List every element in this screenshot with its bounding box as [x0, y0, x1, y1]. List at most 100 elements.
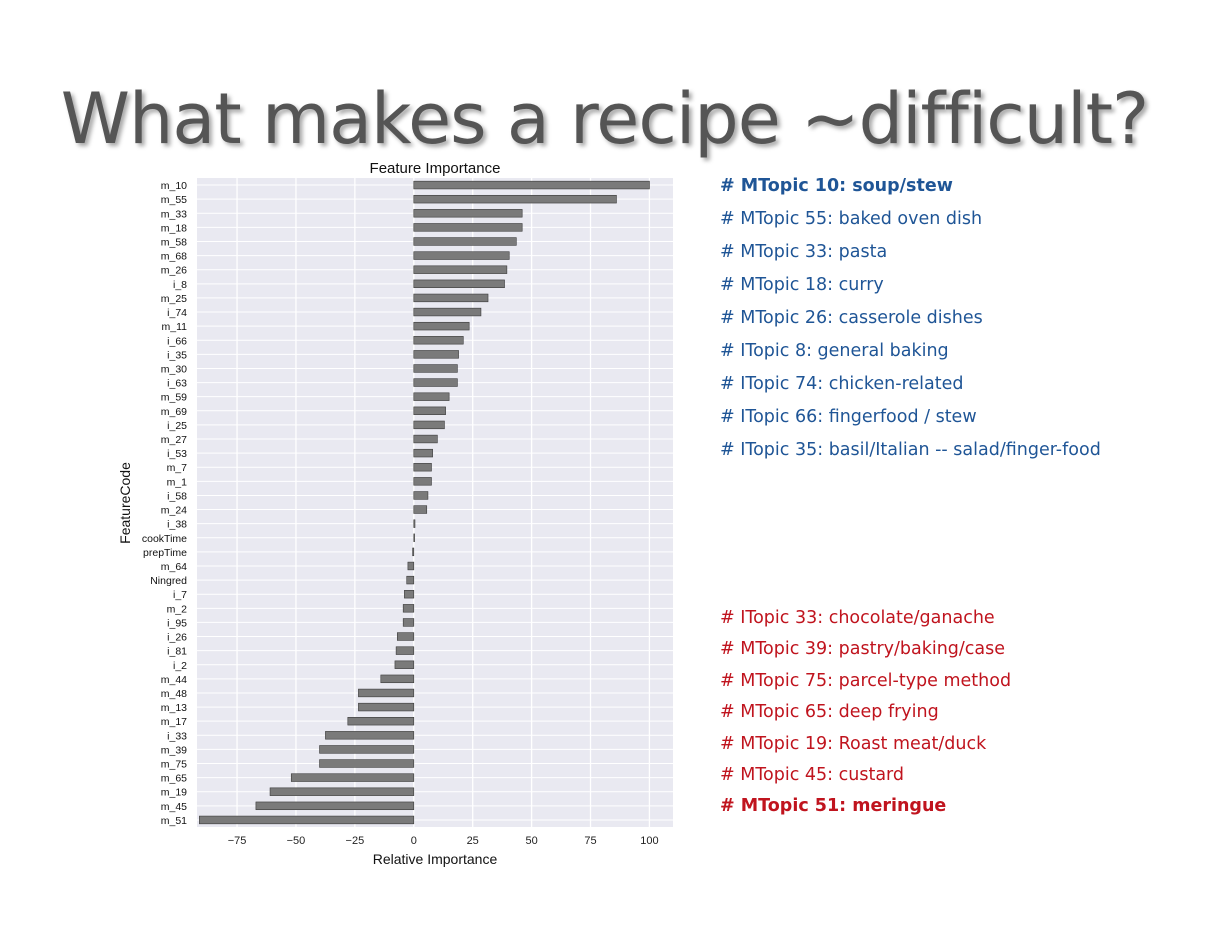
- bar-i_63: [413, 378, 458, 387]
- y-tick-label: m_13: [161, 702, 187, 714]
- bar-m_44: [380, 674, 415, 684]
- plot-background: [197, 178, 673, 827]
- topic-item: # MTopic 65: deep frying: [720, 702, 939, 723]
- topic-item: # ITopic 35: basil/Italian -- salad/fing…: [720, 440, 1101, 460]
- y-tick-label: m_65: [161, 773, 187, 785]
- feature-importance-chart: m_10m_55m_33m_18m_58m_68m_26i_8m_25i_74m…: [117, 160, 673, 867]
- bar-i_25: [413, 420, 445, 430]
- bar-i_81: [395, 646, 415, 655]
- x-axis-label: Relative Importance: [373, 851, 498, 867]
- chart-title: Feature Importance: [370, 160, 501, 177]
- bar-i_33: [325, 731, 415, 740]
- bar-i_95: [402, 618, 415, 627]
- y-tick-label: cookTime: [142, 533, 187, 545]
- y-tick-label: m_24: [161, 505, 187, 517]
- y-tick-label: m_10: [161, 180, 187, 192]
- topic-item: # MTopic 10: soup/stew: [720, 176, 953, 196]
- bar-i_2: [394, 660, 415, 669]
- bar-i_8: [413, 279, 505, 288]
- bar-m_45: [255, 801, 415, 811]
- y-tick-label: m_11: [162, 321, 188, 333]
- bar-m_65: [290, 773, 415, 782]
- y-tick-label: m_44: [161, 674, 187, 686]
- y-tick-label: m_51: [161, 815, 187, 827]
- y-tick-label: m_45: [161, 801, 187, 813]
- bar-i_38: [413, 519, 416, 528]
- topic-item: # MTopic 19: Roast meat/duck: [720, 733, 987, 754]
- y-tick-label: i_33: [167, 730, 187, 742]
- bar-m_39: [319, 745, 415, 754]
- y-tick-label: m_26: [161, 265, 187, 277]
- bar-m_69: [413, 406, 446, 415]
- x-tick-label: 50: [525, 835, 537, 847]
- bar-i_26: [396, 632, 415, 641]
- x-tick-label: −75: [228, 835, 247, 847]
- x-tick-label: 0: [411, 835, 417, 847]
- y-tick-label: i_38: [167, 519, 187, 531]
- topic-item: # ITopic 33: chocolate/ganache: [720, 608, 995, 628]
- y-tick-label: m_17: [161, 716, 187, 728]
- x-tick-labels: −75 −50 −25 0 25 50 75 100: [228, 835, 659, 847]
- y-tick-label: m_68: [161, 251, 187, 263]
- bar-m_68: [413, 251, 510, 260]
- y-tick-label: m_33: [161, 208, 187, 220]
- y-tick-label: m_58: [161, 236, 187, 248]
- bar-m_58: [413, 237, 517, 246]
- y-tick-label: m_39: [161, 744, 187, 756]
- y-tick-label: i_63: [167, 378, 187, 390]
- topic-item: # MTopic 33: pasta: [720, 242, 888, 262]
- y-tick-label: m_48: [161, 688, 187, 700]
- bar-m_64: [407, 561, 415, 571]
- y-tick-label: i_95: [167, 617, 187, 629]
- bar-m_19: [269, 787, 415, 796]
- y-tick-label: m_30: [161, 363, 187, 375]
- bar-m_51: [199, 815, 415, 825]
- y-tick-label: i_2: [173, 660, 187, 672]
- bar-m_2: [402, 604, 415, 613]
- topic-item: # MTopic 75: parcel-type method: [720, 670, 1012, 691]
- bar-m_24: [413, 505, 428, 514]
- bar-m_75: [319, 759, 415, 768]
- y-tick-label: Ningred: [150, 575, 187, 587]
- bar-Ningred: [406, 575, 415, 585]
- bar-m_13: [358, 702, 415, 712]
- bar-i_7: [404, 590, 415, 599]
- bar-m_10: [413, 180, 650, 190]
- x-tick-label: 25: [467, 835, 479, 847]
- bar-m_7: [413, 463, 432, 472]
- bar-i_58: [413, 491, 429, 500]
- y-tick-label: m_64: [161, 561, 187, 573]
- slide-title: What makes a recipe ~difficult?: [60, 78, 1149, 160]
- bar-m_48: [358, 688, 415, 698]
- bar-i_66: [413, 336, 464, 345]
- bars: [199, 180, 650, 825]
- y-tick-label: i_81: [167, 646, 187, 658]
- topic-item: # ITopic 74: chicken-related: [720, 374, 964, 394]
- y-axis-label: FeatureCode: [117, 462, 133, 544]
- bar-i_74: [413, 307, 482, 317]
- y-tick-label: m_1: [167, 476, 188, 488]
- bar-m_55: [413, 194, 617, 204]
- bar-m_18: [413, 223, 523, 232]
- y-tick-label: prepTime: [143, 547, 187, 559]
- bar-m_30: [413, 364, 458, 373]
- x-tick-label: −50: [287, 835, 306, 847]
- y-tick-label: m_19: [161, 787, 187, 799]
- bar-m_26: [413, 265, 508, 274]
- topic-item: # MTopic 39: pastry/baking/case: [720, 639, 1006, 660]
- y-tick-label: i_58: [167, 490, 187, 502]
- y-tick-label: i_7: [173, 589, 187, 601]
- bar-m_59: [413, 392, 450, 401]
- y-tick-label: i_25: [167, 420, 187, 432]
- topic-item: # MTopic 26: casserole dishes: [720, 308, 983, 328]
- bar-m_25: [413, 293, 489, 303]
- bar-i_35: [413, 350, 459, 359]
- y-tick-label: m_7: [167, 462, 188, 474]
- bar-i_53: [413, 448, 433, 458]
- x-tick-label: −25: [346, 835, 365, 847]
- x-tick-label: 75: [584, 835, 596, 847]
- topic-item: # MTopic 55: baked oven dish: [720, 209, 983, 229]
- y-tick-label: m_75: [161, 759, 187, 771]
- bar-m_27: [413, 434, 438, 444]
- bar-m_11: [413, 321, 470, 331]
